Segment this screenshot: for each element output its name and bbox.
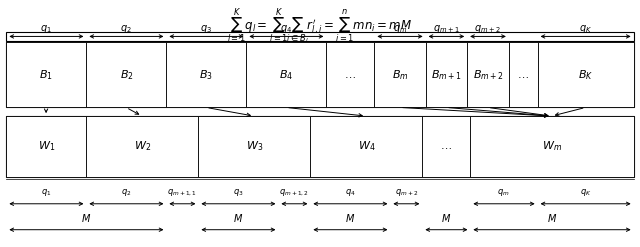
- Bar: [310, 116, 422, 177]
- Text: $q_2$: $q_2$: [120, 23, 132, 35]
- Text: $q_K$: $q_K$: [579, 23, 592, 35]
- Text: $B_{m+1}$: $B_{m+1}$: [431, 68, 462, 82]
- Text: $q_1$: $q_1$: [41, 186, 51, 198]
- Bar: [467, 42, 509, 107]
- Text: $B_m$: $B_m$: [392, 68, 408, 82]
- Text: $q_2$: $q_2$: [121, 186, 131, 198]
- Bar: [538, 42, 634, 107]
- Text: $q_m$: $q_m$: [497, 186, 510, 198]
- Bar: [246, 42, 326, 107]
- Text: $M$: $M$: [547, 211, 557, 224]
- Text: $W_1$: $W_1$: [38, 140, 55, 153]
- Text: $q_{m+2}$: $q_{m+2}$: [395, 186, 418, 198]
- Text: $M$: $M$: [345, 211, 355, 224]
- Text: $q_1$: $q_1$: [40, 23, 52, 35]
- Bar: [422, 116, 470, 177]
- Bar: [86, 42, 166, 107]
- Text: $W_m$: $W_m$: [542, 140, 562, 153]
- Text: $q_3$: $q_3$: [233, 186, 243, 198]
- Text: $q_4$: $q_4$: [280, 23, 292, 35]
- Text: $W_3$: $W_3$: [246, 140, 263, 153]
- Bar: [326, 42, 374, 107]
- Bar: [86, 116, 198, 177]
- Text: $q_m$: $q_m$: [393, 23, 407, 35]
- Bar: [470, 116, 634, 177]
- Text: $B_2$: $B_2$: [120, 68, 133, 82]
- Bar: [166, 42, 246, 107]
- Bar: [509, 42, 538, 107]
- Text: $W_4$: $W_4$: [358, 140, 375, 153]
- Text: $q_{m+1,2}$: $q_{m+1,2}$: [279, 187, 310, 198]
- Text: $B_4$: $B_4$: [279, 68, 294, 82]
- Text: $q_{m+1,1}$: $q_{m+1,1}$: [167, 187, 198, 198]
- Text: $M$: $M$: [441, 211, 451, 224]
- Text: $q_4$: $q_4$: [345, 186, 355, 198]
- Text: $M$: $M$: [81, 211, 92, 224]
- Bar: [6, 32, 634, 41]
- Bar: [374, 42, 426, 107]
- Bar: [6, 42, 86, 107]
- Text: $B_3$: $B_3$: [200, 68, 213, 82]
- Bar: [6, 42, 634, 107]
- Text: $B_{m+2}$: $B_{m+2}$: [472, 68, 504, 82]
- Bar: [426, 42, 467, 107]
- Bar: [6, 116, 86, 177]
- Text: $q_K$: $q_K$: [580, 186, 591, 198]
- Text: $B_1$: $B_1$: [40, 68, 53, 82]
- Text: $\ldots$: $\ldots$: [344, 70, 356, 80]
- Text: $\ldots$: $\ldots$: [517, 70, 529, 80]
- Text: $q_{m+2}$: $q_{m+2}$: [474, 23, 501, 35]
- Text: $q_{m+1}$: $q_{m+1}$: [433, 23, 460, 35]
- Bar: [198, 116, 310, 177]
- Text: $W_2$: $W_2$: [134, 140, 151, 153]
- Bar: [6, 116, 634, 177]
- Text: $\sum_{l=1}^{K} q_l = \sum_{l=1}^{K} \sum_{i \in B_l} r^{\prime}_{l,i} = \sum_{i: $\sum_{l=1}^{K} q_l = \sum_{l=1}^{K} \su…: [227, 6, 413, 46]
- Text: $B_K$: $B_K$: [578, 68, 593, 82]
- Text: $\ldots$: $\ldots$: [440, 141, 452, 151]
- Text: $q_3$: $q_3$: [200, 23, 212, 35]
- Text: $M$: $M$: [233, 211, 243, 224]
